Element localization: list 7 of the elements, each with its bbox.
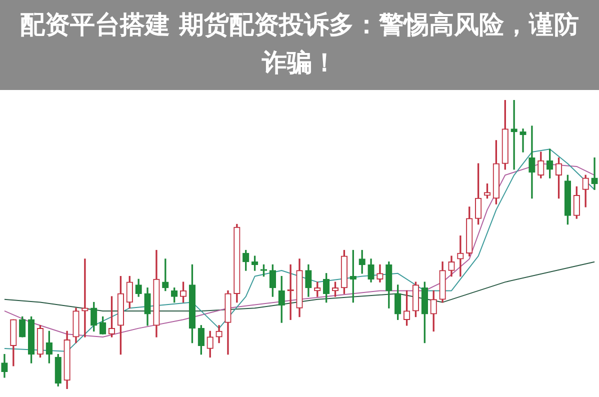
candlestick [82, 258, 88, 338]
candlestick [591, 157, 598, 190]
chart-title: 配资平台搭建 期货配资投诉多：警惕高风险，谨防诈骗！ [19, 9, 580, 79]
candlestick [510, 100, 518, 170]
candlestick [528, 126, 536, 199]
candlestick [457, 236, 464, 277]
candlestick [520, 128, 526, 152]
